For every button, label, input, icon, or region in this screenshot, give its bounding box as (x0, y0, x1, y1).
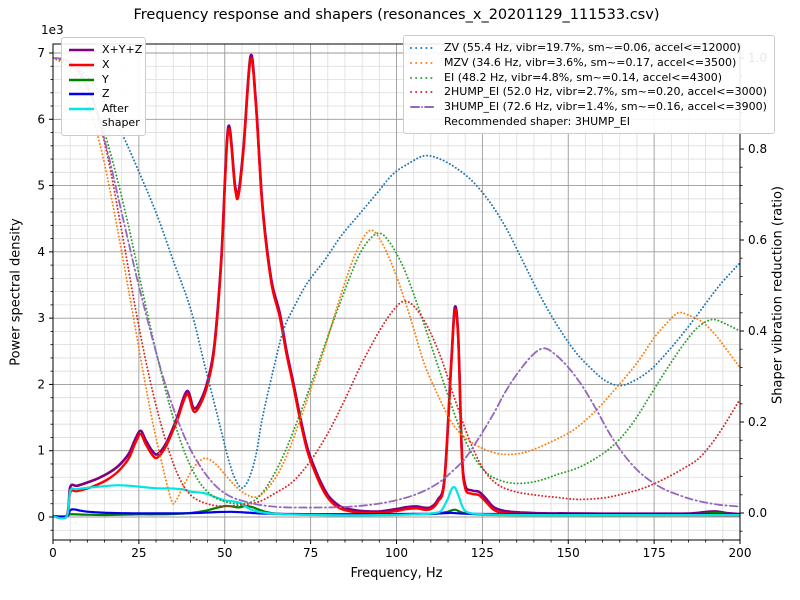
legend-item: ZV (55.4 Hz, vibr=19.7%, sm~=0.06, accel… (410, 41, 767, 55)
y-tick-label-right: 0.0 (748, 506, 767, 520)
x-tick-label: 0 (49, 546, 57, 560)
legend-shapers: ZV (55.4 Hz, vibr=19.7%, sm~=0.06, accel… (403, 35, 775, 134)
legend-item: 3HUMP_EI (72.6 Hz, vibr=1.4%, sm~=0.16, … (410, 100, 767, 114)
x-tick-label: 100 (385, 546, 408, 560)
y-axis-offset-text: 1e3 (41, 23, 64, 37)
y-tick-label-left: 3 (37, 311, 45, 325)
y-tick-label-left: 6 (37, 112, 45, 126)
legend-psd: X+Y+Z X Y Z After shaper (61, 37, 146, 136)
y-axis-label-left: Power spectral density (8, 218, 24, 366)
psd-curve-x (53, 57, 740, 520)
y-tick-label-right: 0.6 (748, 233, 767, 247)
legend-item-label: 2HUMP_EI (52.0 Hz, vibr=2.7%, sm~=0.20, … (444, 85, 767, 99)
legend-line-sample (410, 100, 437, 113)
grid-minor (53, 44, 740, 540)
legend-item: 2HUMP_EI (52.0 Hz, vibr=2.7%, sm~=0.20, … (410, 85, 767, 99)
legend-line-sample (68, 87, 95, 100)
legend-line-sample (410, 41, 437, 54)
y-tick-label-left: 2 (37, 377, 45, 391)
x-tick-label: 25 (131, 546, 146, 560)
curves (53, 53, 740, 520)
legend-item: X (68, 58, 138, 72)
chart-title: Frequency response and shapers (resonanc… (133, 7, 660, 23)
x-tick-label: 75 (303, 546, 318, 560)
y-axis-label-right: Shaper vibration reduction (ratio) (770, 186, 786, 404)
shaper-curve-zv (53, 57, 740, 489)
x-tick-label: 50 (217, 546, 232, 560)
legend-line-sample (410, 71, 437, 84)
x-tick-label: 125 (471, 546, 494, 560)
legend-item-label: ZV (55.4 Hz, vibr=19.7%, sm~=0.06, accel… (444, 41, 741, 54)
legend-line-sample (68, 43, 95, 56)
legend-item: MZV (34.6 Hz, vibr=3.6%, sm~=0.17, accel… (410, 56, 767, 70)
shaper-curve-2hump-ei (53, 57, 740, 508)
y-tick-label-left: 5 (37, 179, 45, 193)
legend-line-sample (68, 73, 95, 86)
legend-item: After shaper (68, 102, 140, 130)
legend-item-label: X (102, 57, 110, 71)
legend-line-sample (68, 58, 95, 71)
legend-item-label: MZV (34.6 Hz, vibr=3.6%, sm~=0.17, accel… (444, 55, 737, 69)
y-tick-label-left: 1 (37, 444, 45, 458)
shaper-curve-3hump-ei (53, 57, 740, 509)
legend-item-label: EI (48.2 Hz, vibr=4.8%, sm~=0.14, accel<… (444, 70, 722, 84)
y-tick-label-left: 0 (37, 510, 45, 524)
shaper-curve-mzv (53, 57, 740, 505)
legend-item: Z (68, 87, 138, 101)
ticks: 0 25 50 75 100 125 150 175 200 0 1 2 3 4 5 6 7 0.0 0.2 0.4 0… (37, 46, 767, 560)
y-tick-label-left: 4 (37, 245, 45, 259)
legend-line-sample (68, 102, 95, 115)
legend-line-sample (410, 56, 437, 69)
legend-line-sample (410, 85, 437, 98)
legend-item-label: After shaper (102, 102, 140, 129)
x-tick-label: 175 (643, 546, 666, 560)
legend-item: Y (68, 73, 138, 87)
legend-item-label: 3HUMP_EI (72.6 Hz, vibr=1.4%, sm~=0.16, … (444, 100, 767, 113)
legend-item: X+Y+Z (68, 43, 142, 57)
legend-footer: Recommended shaper: 3HUMP_EI (444, 114, 630, 128)
x-tick-label: 200 (729, 546, 752, 560)
shaper-curve-ei (53, 57, 740, 505)
y-tick-label-right: 0.8 (748, 142, 767, 156)
legend-item: EI (48.2 Hz, vibr=4.8%, sm~=0.14, accel<… (410, 71, 767, 85)
psd-curve-x-y-z (53, 53, 740, 520)
y-tick-label-right: 0.4 (748, 324, 767, 338)
x-axis-label: Frequency, Hz (350, 566, 443, 581)
legend-item-label: Z (102, 87, 110, 101)
x-tick-label: 150 (557, 546, 580, 560)
y-tick-label-right: 0.2 (748, 415, 767, 429)
y-tick-label-left: 7 (37, 46, 45, 60)
legend-item-label: X+Y+Z (102, 43, 143, 56)
psd-curve-after-shaper (53, 484, 740, 520)
legend-item-label: Y (102, 72, 109, 86)
